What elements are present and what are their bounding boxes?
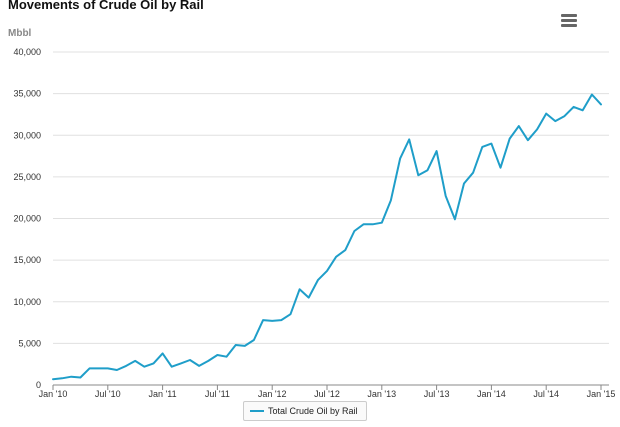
data-point — [407, 137, 411, 141]
data-point — [215, 353, 219, 357]
y-tick-label: 20,000 — [13, 214, 41, 224]
data-point — [115, 368, 119, 372]
data-point — [188, 358, 192, 362]
x-tick-label: Jul '11 — [205, 389, 230, 399]
x-tick-label: Jan '15 — [587, 389, 616, 399]
data-point — [261, 318, 265, 322]
y-tick-label: 0 — [36, 380, 41, 390]
data-point — [435, 149, 439, 153]
x-tick-label: Jan '10 — [39, 389, 68, 399]
chart-title: Movements of Crude Oil by Rail — [8, 0, 204, 12]
data-point — [161, 351, 165, 355]
legend-item[interactable]: Total Crude Oil by Rail — [243, 401, 367, 421]
y-tick-label: 15,000 — [13, 255, 41, 265]
data-point — [371, 222, 375, 226]
data-point — [234, 343, 238, 347]
data-point — [352, 229, 356, 233]
y-axis-unit-label: Mbbl — [8, 28, 32, 39]
data-point — [307, 296, 311, 300]
legend-label: Total Crude Oil by Rail — [268, 406, 358, 416]
data-point — [535, 127, 539, 131]
y-tick-label: 25,000 — [13, 172, 41, 182]
data-point — [51, 377, 55, 381]
hamburger-menu-icon[interactable] — [561, 14, 577, 28]
x-tick-label: Jan '12 — [258, 389, 287, 399]
data-point — [362, 222, 366, 226]
data-point — [389, 198, 393, 202]
menu-bar — [561, 19, 577, 22]
data-point — [316, 278, 320, 282]
data-point — [179, 361, 183, 365]
data-point — [243, 344, 247, 348]
data-point — [380, 221, 384, 225]
x-tick-label: Jan '14 — [477, 389, 506, 399]
data-point — [480, 145, 484, 149]
menu-bar — [561, 24, 577, 27]
x-tick-label: Jul '10 — [95, 389, 121, 399]
data-point — [334, 255, 338, 259]
data-point — [562, 114, 566, 118]
data-point — [544, 112, 548, 116]
legend-line-icon — [250, 410, 264, 412]
data-point — [170, 365, 174, 369]
data-point — [279, 318, 283, 322]
data-point — [106, 366, 110, 370]
data-point — [444, 194, 448, 198]
data-point — [124, 364, 128, 368]
data-point — [499, 166, 503, 170]
x-tick-label: Jul '13 — [424, 389, 450, 399]
data-point — [133, 359, 137, 363]
data-point — [298, 287, 302, 291]
data-point — [581, 108, 585, 112]
data-point — [590, 92, 594, 96]
data-point — [252, 338, 256, 342]
data-point — [325, 269, 329, 273]
data-point — [142, 365, 146, 369]
data-point — [69, 375, 73, 379]
data-point — [425, 168, 429, 172]
x-tick-label: Jan '11 — [149, 389, 177, 399]
data-point — [197, 364, 201, 368]
data-point — [572, 105, 576, 109]
data-point — [288, 312, 292, 316]
data-point — [599, 102, 603, 106]
y-tick-label: 10,000 — [13, 297, 41, 307]
data-point — [270, 319, 274, 323]
data-point — [88, 366, 92, 370]
data-point — [553, 119, 557, 123]
data-point — [206, 359, 210, 363]
x-tick-label: Jul '14 — [533, 389, 559, 399]
data-point — [517, 124, 521, 128]
data-point — [471, 171, 475, 175]
y-tick-label: 35,000 — [13, 89, 41, 99]
data-point — [398, 157, 402, 161]
data-point — [97, 366, 101, 370]
data-point — [60, 376, 64, 380]
x-tick-label: Jul '12 — [314, 389, 340, 399]
data-point — [462, 182, 466, 186]
data-point — [489, 142, 493, 146]
data-point — [453, 217, 457, 221]
data-point — [78, 376, 82, 380]
data-point — [416, 173, 420, 177]
y-tick-label: 30,000 — [13, 130, 41, 140]
y-tick-label: 5,000 — [18, 338, 41, 348]
y-tick-label: 40,000 — [13, 47, 41, 57]
x-tick-label: Jan '13 — [367, 389, 396, 399]
data-point — [225, 355, 229, 359]
data-point — [508, 137, 512, 141]
series-line — [52, 93, 602, 381]
menu-bar — [561, 14, 577, 17]
data-point — [343, 248, 347, 252]
data-point — [526, 138, 530, 142]
data-point — [151, 361, 155, 365]
